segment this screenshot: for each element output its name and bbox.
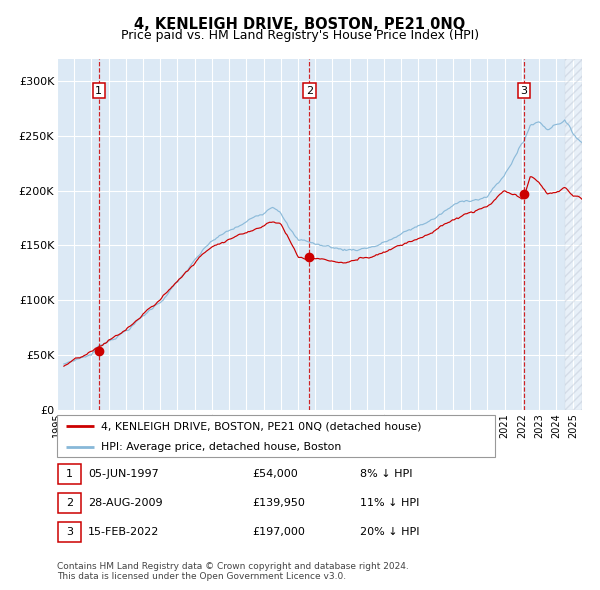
Text: 28-AUG-2009: 28-AUG-2009	[88, 498, 163, 507]
Text: 3: 3	[66, 527, 73, 536]
Text: 1: 1	[95, 86, 103, 96]
Text: 4, KENLEIGH DRIVE, BOSTON, PE21 0NQ: 4, KENLEIGH DRIVE, BOSTON, PE21 0NQ	[134, 17, 466, 31]
Text: £197,000: £197,000	[252, 527, 305, 536]
Text: 2: 2	[306, 86, 313, 96]
Text: 1: 1	[66, 469, 73, 478]
Text: £139,950: £139,950	[252, 498, 305, 507]
Text: 20% ↓ HPI: 20% ↓ HPI	[360, 527, 419, 536]
Text: Price paid vs. HM Land Registry's House Price Index (HPI): Price paid vs. HM Land Registry's House …	[121, 29, 479, 42]
Text: Contains HM Land Registry data © Crown copyright and database right 2024.
This d: Contains HM Land Registry data © Crown c…	[57, 562, 409, 581]
Text: 05-JUN-1997: 05-JUN-1997	[88, 469, 159, 478]
Text: 8% ↓ HPI: 8% ↓ HPI	[360, 469, 413, 478]
Text: 4, KENLEIGH DRIVE, BOSTON, PE21 0NQ (detached house): 4, KENLEIGH DRIVE, BOSTON, PE21 0NQ (det…	[101, 421, 421, 431]
Text: £54,000: £54,000	[252, 469, 298, 478]
Text: HPI: Average price, detached house, Boston: HPI: Average price, detached house, Bost…	[101, 442, 341, 452]
Text: 2: 2	[66, 498, 73, 507]
Text: 11% ↓ HPI: 11% ↓ HPI	[360, 498, 419, 507]
Text: 15-FEB-2022: 15-FEB-2022	[88, 527, 160, 536]
Text: 3: 3	[520, 86, 527, 96]
